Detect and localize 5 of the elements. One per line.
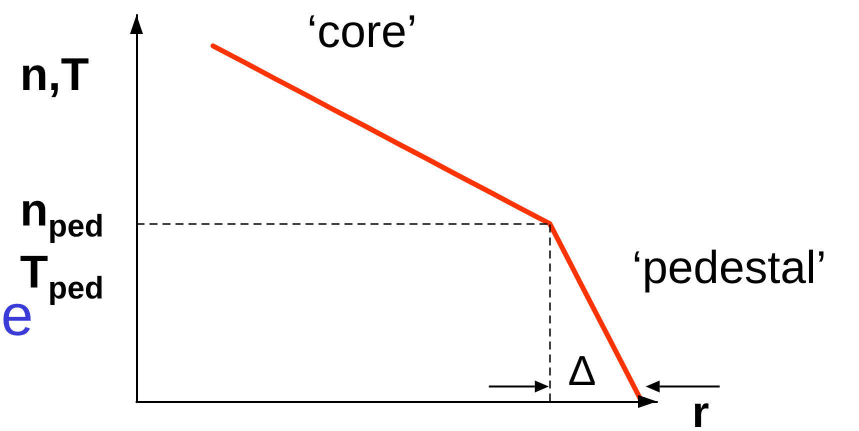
annotation: Δ (568, 347, 596, 394)
x-axis-title: r (692, 388, 710, 431)
y-axis-title: n,T (20, 48, 89, 100)
annotation: ‘core’ (307, 5, 417, 57)
annotation: ‘pedestal’ (632, 241, 826, 293)
